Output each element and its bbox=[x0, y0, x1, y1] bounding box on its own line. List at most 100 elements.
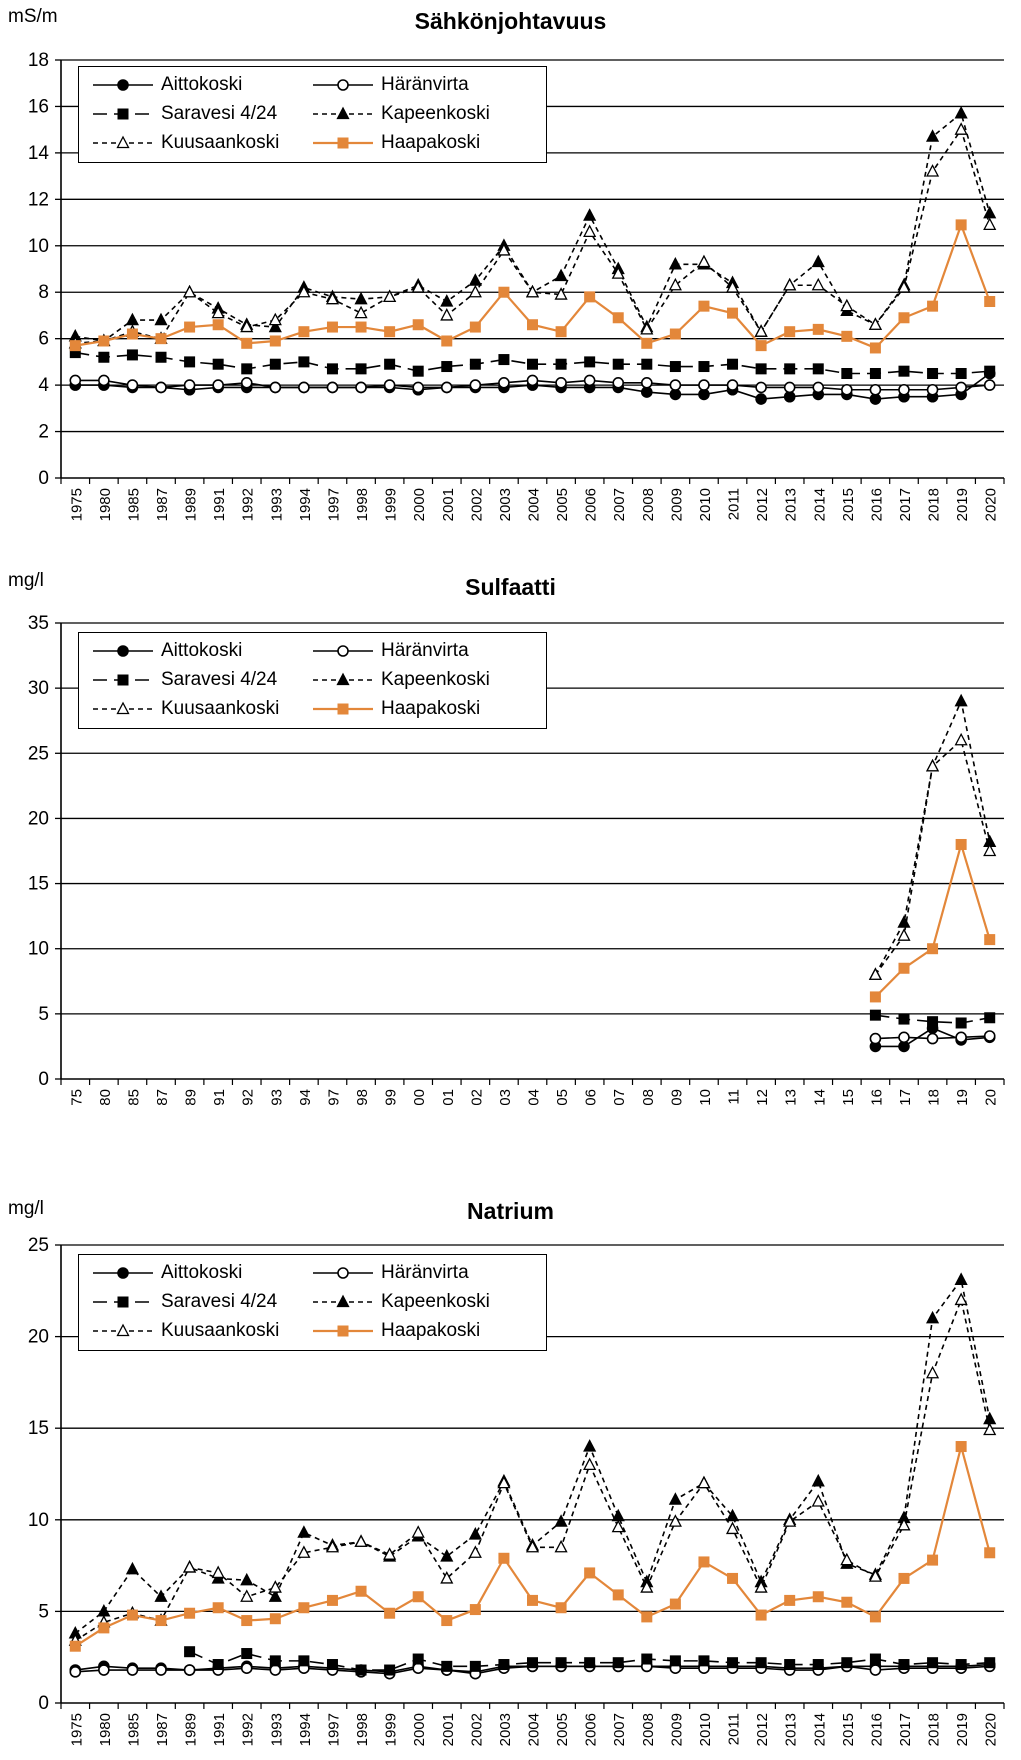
x-tick-label: 2016 bbox=[868, 1713, 885, 1746]
x-tick-label: 1987 bbox=[154, 488, 171, 521]
data-point bbox=[983, 379, 996, 391]
x-tick-label: 2001 bbox=[440, 488, 457, 521]
legend-item-haapakoski: Haapakoski bbox=[311, 129, 480, 157]
data-point bbox=[925, 1310, 940, 1324]
data-point bbox=[469, 321, 481, 333]
data-point bbox=[955, 1017, 967, 1029]
legend-marker bbox=[116, 1323, 130, 1337]
legend-item-haranvirta: Häränvirta bbox=[311, 1259, 469, 1287]
data-point bbox=[184, 1607, 196, 1619]
data-point bbox=[469, 358, 481, 370]
legend-marker bbox=[117, 1267, 129, 1279]
data-point bbox=[527, 319, 538, 331]
data-point bbox=[125, 312, 140, 326]
x-tick-label: 1992 bbox=[240, 1713, 257, 1746]
data-point bbox=[925, 164, 940, 177]
data-point bbox=[584, 356, 596, 368]
x-tick-label: 2015 bbox=[840, 488, 857, 521]
x-tick-label: 1998 bbox=[354, 1713, 371, 1746]
x-tick-label: 2004 bbox=[526, 488, 543, 521]
legend-item-kuusaankoski: Kuusaankoski bbox=[91, 129, 279, 157]
y-tick-label: 30 bbox=[28, 678, 49, 699]
x-tick-label: 2009 bbox=[668, 1713, 685, 1746]
x-tick-label: 1999 bbox=[383, 1089, 400, 1105]
data-point bbox=[955, 368, 967, 379]
data-point bbox=[183, 379, 196, 391]
x-tick-label: 2005 bbox=[554, 488, 571, 521]
data-point bbox=[241, 1615, 253, 1627]
legend-label: Saravesi 4/24 bbox=[161, 669, 278, 690]
x-tick-label: 1993 bbox=[268, 1713, 285, 1746]
x-tick-label: 2003 bbox=[497, 488, 514, 521]
data-point bbox=[584, 1657, 596, 1669]
legend-item-aittokoski: Aittokoski bbox=[91, 637, 242, 665]
x-tick-label: 2011 bbox=[726, 488, 743, 520]
legend-label: Kapeenkoski bbox=[381, 1291, 490, 1312]
y-tick-label: 5 bbox=[38, 1601, 49, 1622]
legend-marker bbox=[337, 79, 349, 91]
data-point bbox=[927, 1554, 939, 1566]
series-saravesi-4-24 bbox=[184, 1646, 996, 1676]
x-tick-label: 2002 bbox=[468, 1713, 485, 1746]
data-point bbox=[984, 1012, 996, 1024]
data-point bbox=[555, 1602, 567, 1614]
plot-area-sulfaatti: 0 5 10 15 20 25 30 35 1975 1980 1985 1987 1989 1991 19… bbox=[28, 613, 1005, 1105]
data-point bbox=[325, 1539, 340, 1553]
data-point bbox=[555, 326, 567, 338]
data-point bbox=[669, 1655, 681, 1667]
data-point bbox=[469, 1660, 481, 1672]
legend-label: Kuusaankoski bbox=[161, 1320, 280, 1341]
data-point bbox=[727, 1657, 739, 1669]
data-point bbox=[583, 374, 596, 387]
legend-item-haapakoski: Haapakoski bbox=[311, 1317, 480, 1345]
data-point bbox=[668, 1514, 682, 1527]
x-tick-label: 1994 bbox=[297, 1089, 314, 1105]
data-point bbox=[155, 1615, 167, 1627]
data-point bbox=[268, 1580, 282, 1593]
x-tick-label: 2009 bbox=[668, 488, 685, 521]
data-point bbox=[527, 358, 538, 370]
legend-swatch bbox=[313, 1267, 373, 1279]
data-point bbox=[183, 1664, 196, 1676]
data-point bbox=[441, 1660, 453, 1672]
x-tick-label: 2019 bbox=[954, 1713, 971, 1746]
data-point bbox=[383, 1547, 397, 1560]
data-point bbox=[926, 383, 939, 396]
x-tick-label: 1999 bbox=[383, 1713, 400, 1746]
data-point bbox=[955, 1659, 967, 1671]
legend-marker bbox=[117, 645, 129, 657]
series-line bbox=[74, 1297, 991, 1642]
data-point bbox=[211, 1565, 225, 1579]
x-tick-label: 2008 bbox=[640, 1713, 657, 1746]
legend-item-kapeenkoski: Kapeenkoski bbox=[311, 100, 490, 128]
x-tick-label: 2014 bbox=[811, 1713, 828, 1746]
data-point bbox=[184, 321, 196, 333]
data-point bbox=[268, 319, 282, 333]
x-tick-label: 2013 bbox=[783, 488, 800, 521]
data-point bbox=[126, 328, 138, 340]
data-point bbox=[269, 1655, 281, 1667]
data-point bbox=[755, 393, 767, 405]
data-point bbox=[155, 1664, 167, 1676]
data-point bbox=[783, 1514, 797, 1527]
legend-item-aittokoski: Aittokoski bbox=[91, 1259, 242, 1287]
data-point bbox=[925, 1365, 940, 1379]
x-tick-label: 2010 bbox=[697, 1713, 714, 1746]
x-tick-label: 1992 bbox=[240, 488, 257, 521]
data-point bbox=[754, 1580, 768, 1593]
legend-label: Saravesi 4/24 bbox=[161, 1291, 278, 1312]
data-point bbox=[725, 1521, 740, 1535]
data-point bbox=[584, 1567, 596, 1579]
x-tick-label: 2007 bbox=[611, 1089, 628, 1105]
data-point bbox=[298, 1602, 310, 1614]
x-tick-label: 2011 bbox=[726, 1713, 743, 1745]
data-point bbox=[755, 340, 767, 352]
legend-label: Häränvirta bbox=[381, 74, 469, 95]
data-point bbox=[269, 381, 282, 394]
data-point bbox=[755, 1609, 767, 1621]
x-tick-label: 2020 bbox=[983, 1089, 1000, 1105]
x-tick-label: 1985 bbox=[125, 1089, 142, 1105]
legend-marker bbox=[337, 645, 349, 657]
data-point bbox=[155, 333, 167, 345]
x-tick-label: 2010 bbox=[697, 1089, 714, 1105]
